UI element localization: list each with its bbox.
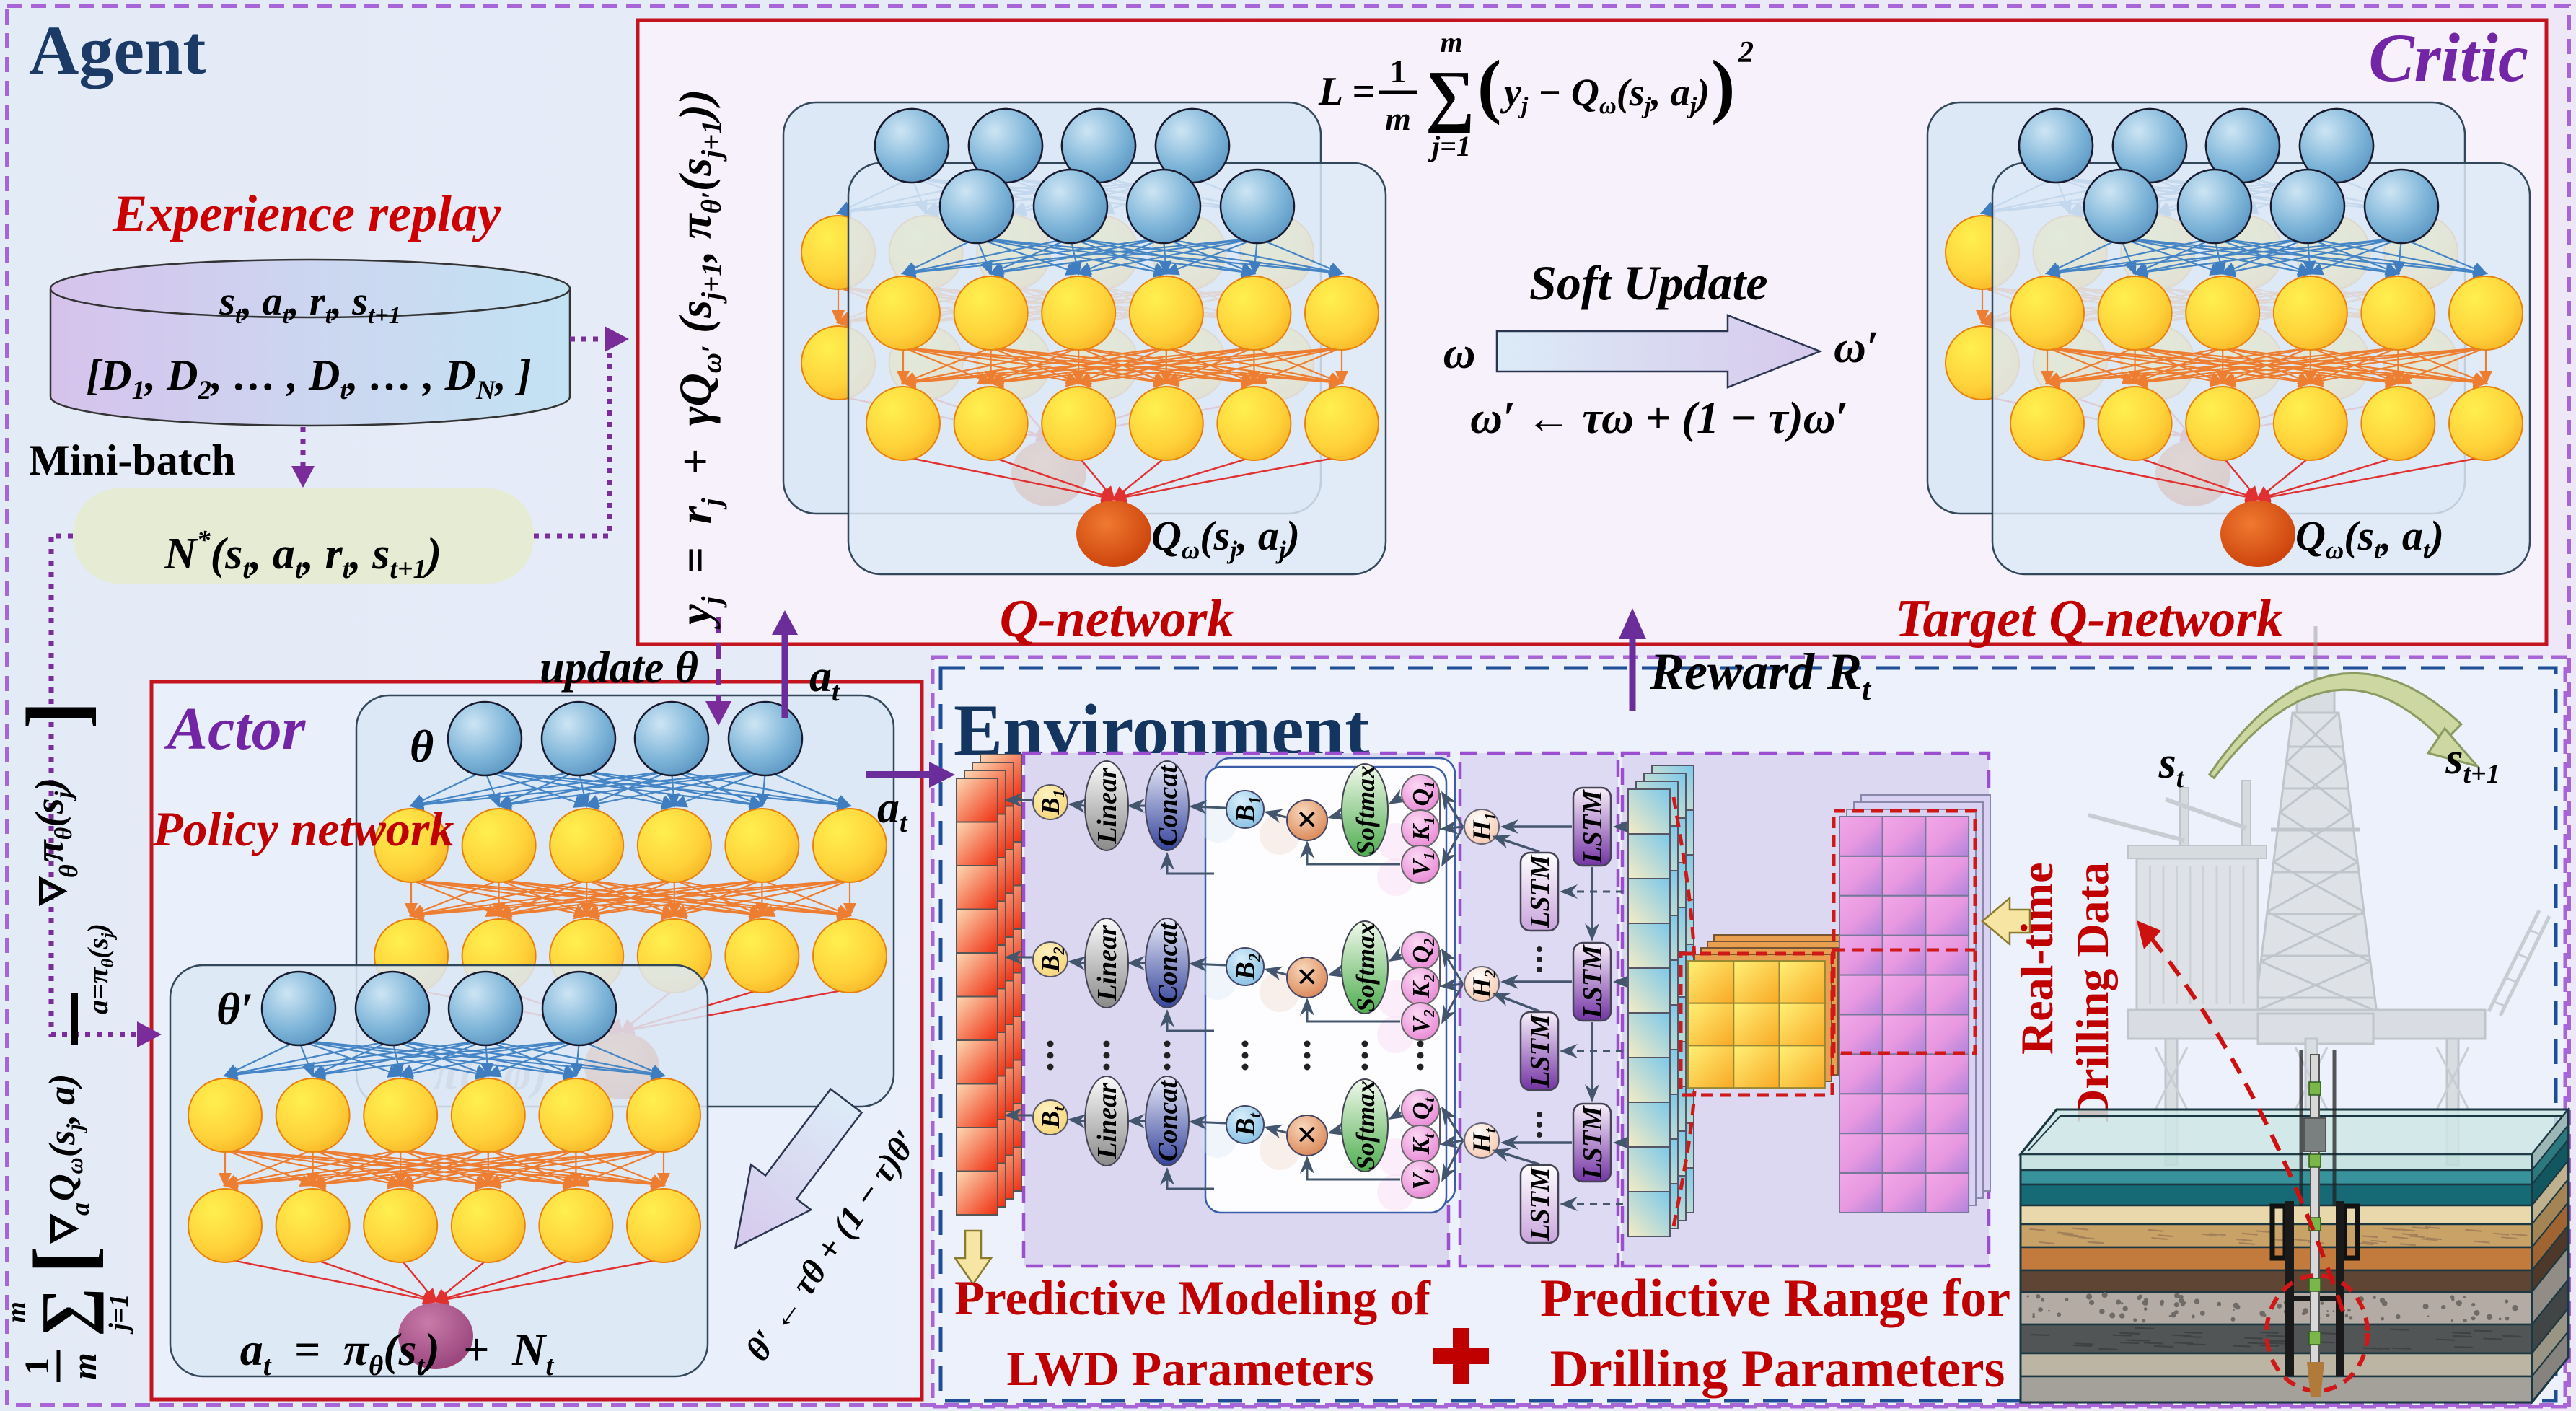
svg-text:Concat: Concat xyxy=(1153,1080,1183,1161)
svg-text:LSTM: LSTM xyxy=(1578,1105,1608,1180)
svg-text:L =: L = xyxy=(1318,69,1375,114)
svg-text:πθ​(sj​): πθ​(sj​) xyxy=(27,778,77,862)
svg-text:Experience replay: Experience replay xyxy=(112,185,501,242)
svg-text:LSTM: LSTM xyxy=(1525,854,1555,929)
svg-text:Q-network: Q-network xyxy=(1000,589,1234,649)
svg-text:Predictive Range for: Predictive Range for xyxy=(1540,1269,2010,1328)
svg-text:(: ( xyxy=(1477,45,1501,126)
svg-text:m: m xyxy=(1385,100,1411,137)
svg-text:∑: ∑ xyxy=(27,1288,104,1337)
svg-text:Softmax: Softmax xyxy=(1351,765,1380,855)
svg-text:θ: θ xyxy=(410,721,434,772)
svg-text:1: 1 xyxy=(1390,53,1407,89)
svg-text:Linear: Linear xyxy=(1092,1082,1122,1160)
svg-text:Qω​(sj​, aj​): Qω​(sj​, aj​) xyxy=(1151,512,1300,564)
svg-text:Qω​(st​, at​): Qω​(st​, at​) xyxy=(2295,512,2444,564)
svg-text:): ) xyxy=(1711,45,1735,126)
svg-text:Target Q-network: Target Q-network xyxy=(1895,589,2283,649)
svg-text:LSTM: LSTM xyxy=(1578,789,1608,864)
svg-text:B2​: B2​ xyxy=(1231,954,1264,981)
svg-text:H2​: H2​ xyxy=(1467,970,1499,998)
svg-text:a: a xyxy=(66,1203,94,1216)
svg-text:Agent: Agent xyxy=(29,12,206,89)
svg-text:update θ: update θ xyxy=(540,643,698,693)
svg-text:Linear: Linear xyxy=(1092,767,1122,845)
svg-text:∑: ∑ xyxy=(1425,56,1474,133)
svg-text:LSTM: LSTM xyxy=(1525,1014,1555,1089)
svg-text:Concat: Concat xyxy=(1153,922,1183,1003)
svg-text:1: 1 xyxy=(18,1358,56,1375)
svg-text:θ: θ xyxy=(54,864,83,878)
svg-text:]: ] xyxy=(9,701,103,729)
svg-text:2: 2 xyxy=(1738,36,1754,69)
svg-text:yj​ = rj​ + γQω′​ (sj+1​, πθ′​: yj​ = rj​ + γQω′​ (sj+1​, πθ′​(sj+1​)) xyxy=(669,89,727,630)
svg-text:LSTM: LSTM xyxy=(1525,1166,1555,1241)
svg-text:Actor: Actor xyxy=(164,695,307,762)
svg-text:Policy network: Policy network xyxy=(152,801,454,856)
svg-text:at​ = πθ​(st​) + Nt​: at​ = πθ​(st​) + Nt​ xyxy=(240,1324,555,1381)
svg-text:×: × xyxy=(1296,957,1318,998)
svg-text:Real-time: Real-time xyxy=(2011,862,2062,1055)
svg-text:Soft Update: Soft Update xyxy=(1529,255,1768,310)
svg-text:Reward Rt​: Reward Rt​ xyxy=(1649,643,1872,707)
svg-text:Drilling Parameters: Drilling Parameters xyxy=(1550,1340,2005,1399)
svg-text:[: [ xyxy=(16,1246,110,1274)
svg-text:Linear: Linear xyxy=(1092,924,1122,1002)
svg-text:θ′: θ′ xyxy=(216,983,253,1034)
svg-text:m: m xyxy=(1440,26,1462,58)
svg-text:LSTM: LSTM xyxy=(1578,944,1608,1019)
svg-text:×: × xyxy=(1296,799,1318,840)
svg-text:Mini-batch: Mini-batch xyxy=(29,436,236,484)
svg-text:m: m xyxy=(1,1301,32,1323)
svg-text:m: m xyxy=(66,1353,104,1379)
svg-text:Concat: Concat xyxy=(1153,765,1183,846)
svg-text:[D1​, D2​, … , Dt​, … , DN​, ]: [D1​, D2​, … , Dt​, … , DN​, ] xyxy=(86,351,531,405)
svg-text:LWD Parameters: LWD Parameters xyxy=(1006,1341,1373,1396)
svg-text:Qω​(sj​, a): Qω​(sj​, a) xyxy=(42,1074,87,1201)
svg-text:ω′ ← τω + (1 − τ)ω′: ω′ ← τω + (1 − τ)ω′ xyxy=(1470,394,1848,443)
svg-text:K2​: K2​ xyxy=(1408,974,1438,999)
svg-text:j=1: j=1 xyxy=(1428,130,1471,162)
svg-text:×: × xyxy=(1296,1115,1318,1156)
svg-text:Softmax: Softmax xyxy=(1351,1081,1380,1170)
svg-text:ω′: ω′ xyxy=(1834,323,1878,372)
svg-text:ω: ω xyxy=(1443,329,1476,378)
svg-text:Predictive Modeling of: Predictive Modeling of xyxy=(954,1270,1431,1325)
svg-text:B1​: B1​ xyxy=(1231,796,1264,824)
svg-text:Drilling Data: Drilling Data xyxy=(2067,862,2118,1122)
svg-text:Critic: Critic xyxy=(2368,19,2528,96)
svg-text:j=1: j=1 xyxy=(104,1293,134,1334)
svg-text:Softmax: Softmax xyxy=(1351,923,1380,1012)
svg-text:a=πθ​(sj​): a=πθ​(sj​) xyxy=(82,923,118,1014)
